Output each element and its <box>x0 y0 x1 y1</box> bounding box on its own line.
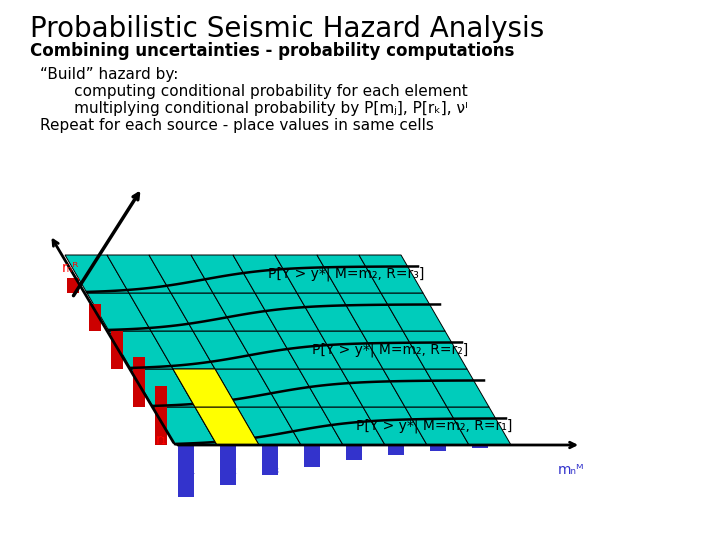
Polygon shape <box>257 369 321 407</box>
Polygon shape <box>193 331 257 369</box>
Polygon shape <box>213 293 277 331</box>
Text: P[Y > y*| M=m₂, R=r₃]: P[Y > y*| M=m₂, R=r₃] <box>268 267 424 281</box>
Polygon shape <box>381 293 445 331</box>
Polygon shape <box>173 369 237 407</box>
Bar <box>220 445 236 485</box>
Text: m₃: m₃ <box>261 463 279 477</box>
Text: Combining uncertainties - probability computations: Combining uncertainties - probability co… <box>30 42 514 60</box>
Text: mₙᴹ: mₙᴹ <box>558 463 584 477</box>
Text: r₁: r₁ <box>156 433 167 447</box>
Polygon shape <box>87 293 151 331</box>
Bar <box>262 445 278 475</box>
Polygon shape <box>111 330 123 369</box>
Text: m₂: m₂ <box>218 463 238 477</box>
Polygon shape <box>131 369 195 407</box>
Text: Probabilistic Seismic Hazard Analysis: Probabilistic Seismic Hazard Analysis <box>30 15 544 43</box>
Polygon shape <box>317 255 381 293</box>
Polygon shape <box>109 331 173 369</box>
Polygon shape <box>153 407 217 445</box>
Polygon shape <box>151 331 215 369</box>
Polygon shape <box>171 293 235 331</box>
Text: P[Y > y*| M=m₂, R=r₁]: P[Y > y*| M=m₂, R=r₁] <box>356 418 513 433</box>
Polygon shape <box>321 407 385 445</box>
Polygon shape <box>215 369 279 407</box>
Polygon shape <box>155 386 167 445</box>
Polygon shape <box>107 255 171 293</box>
Polygon shape <box>297 293 361 331</box>
Polygon shape <box>195 407 259 445</box>
Text: “Build” hazard by:: “Build” hazard by: <box>40 67 179 82</box>
Polygon shape <box>405 407 469 445</box>
Polygon shape <box>67 278 79 293</box>
Bar <box>178 445 194 497</box>
Text: m₁: m₁ <box>176 463 196 477</box>
Polygon shape <box>277 331 341 369</box>
Polygon shape <box>89 305 101 331</box>
Polygon shape <box>173 369 237 407</box>
Polygon shape <box>191 255 255 293</box>
Polygon shape <box>383 369 447 407</box>
Text: rₙᴿ: rₙᴿ <box>62 261 79 275</box>
Polygon shape <box>299 369 363 407</box>
Polygon shape <box>237 407 301 445</box>
Polygon shape <box>319 331 383 369</box>
Polygon shape <box>425 369 489 407</box>
Bar <box>430 445 446 451</box>
Bar <box>304 445 320 467</box>
Polygon shape <box>447 407 511 445</box>
Polygon shape <box>275 255 339 293</box>
Polygon shape <box>339 293 403 331</box>
Text: Repeat for each source - place values in same cells: Repeat for each source - place values in… <box>40 118 434 133</box>
Polygon shape <box>341 369 405 407</box>
Text: computing conditional probability for each element: computing conditional probability for ea… <box>40 84 468 99</box>
Polygon shape <box>359 255 423 293</box>
Polygon shape <box>65 255 129 293</box>
Bar <box>388 445 404 455</box>
Polygon shape <box>149 255 213 293</box>
Polygon shape <box>363 407 427 445</box>
Polygon shape <box>195 407 259 445</box>
Polygon shape <box>133 356 145 407</box>
Polygon shape <box>255 293 319 331</box>
Polygon shape <box>403 331 467 369</box>
Polygon shape <box>361 331 425 369</box>
Text: P[Y > y*| M=m₂, R=r₂]: P[Y > y*| M=m₂, R=r₂] <box>312 342 468 357</box>
Polygon shape <box>129 293 193 331</box>
Text: multiplying conditional probability by P[mⱼ], P[rₖ], νᴵ: multiplying conditional probability by P… <box>40 101 468 116</box>
Bar <box>472 445 488 448</box>
Polygon shape <box>235 331 299 369</box>
Polygon shape <box>233 255 297 293</box>
Polygon shape <box>279 407 343 445</box>
Bar <box>346 445 362 460</box>
